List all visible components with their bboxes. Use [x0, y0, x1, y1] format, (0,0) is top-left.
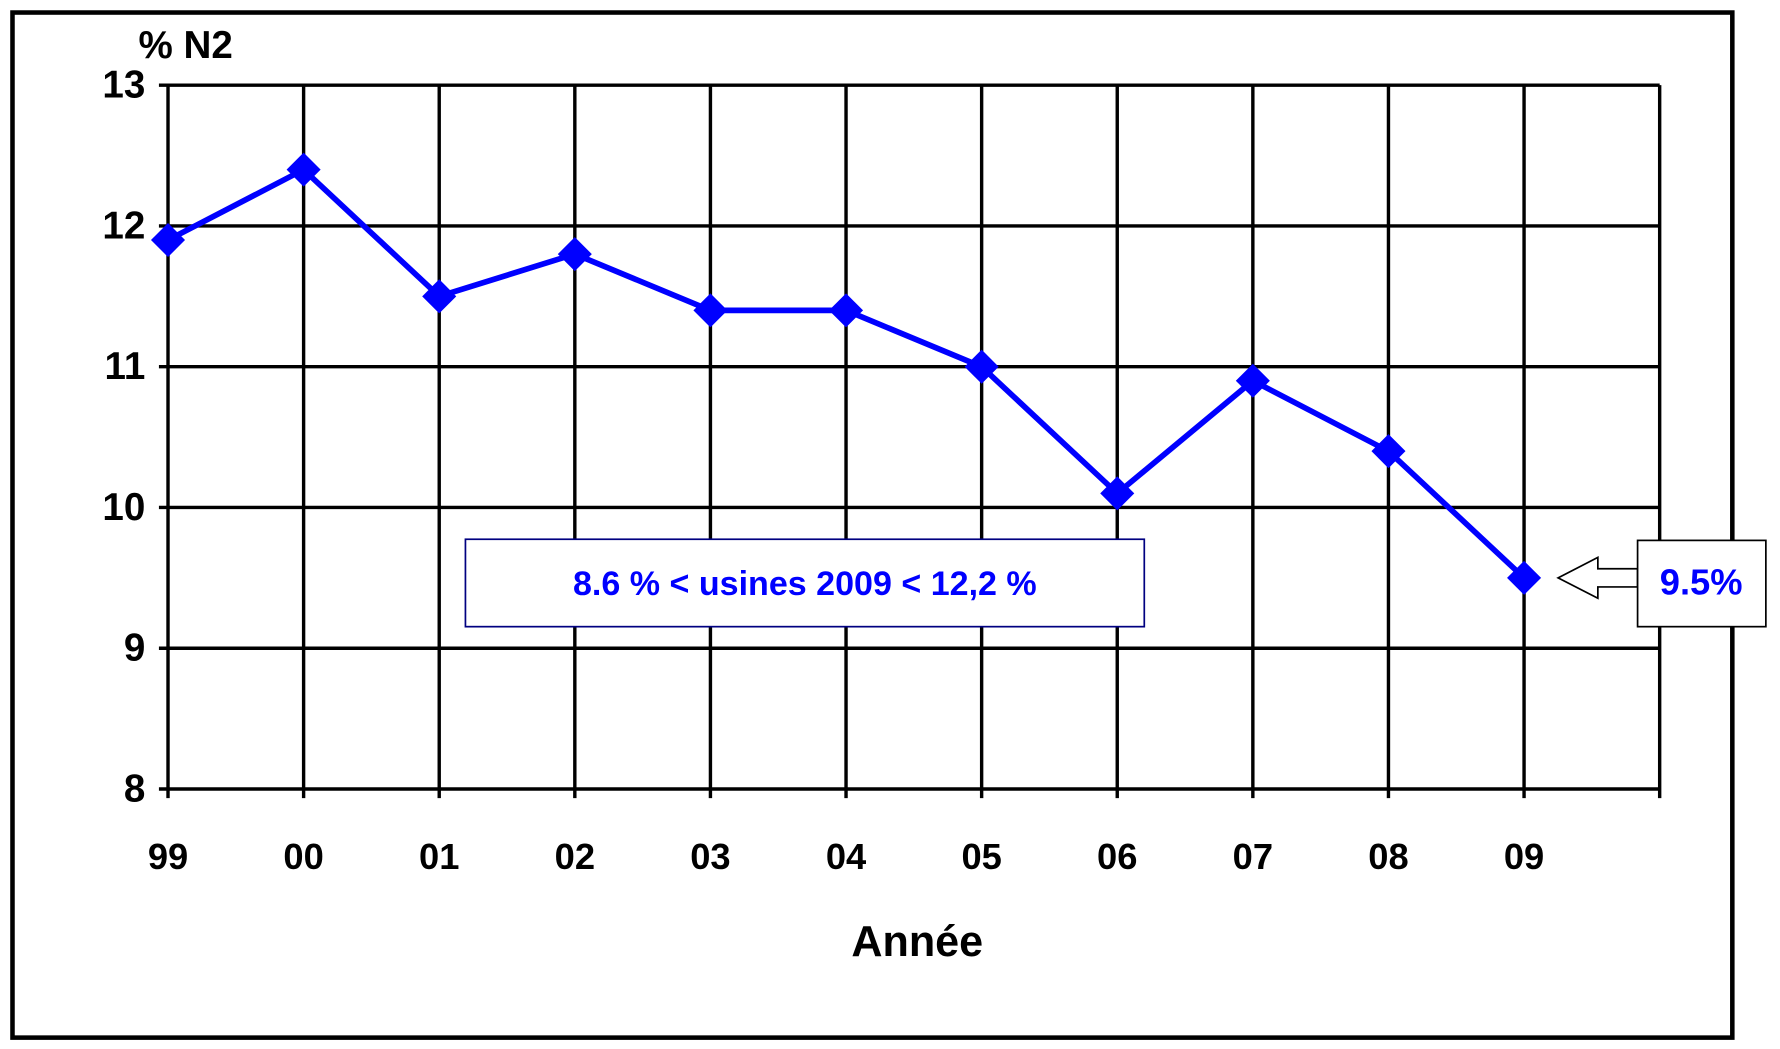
y-tick-label: 10	[102, 486, 145, 529]
marker	[964, 349, 999, 384]
y-tick-label: 11	[105, 345, 146, 388]
marker	[1507, 560, 1542, 595]
x-tick-label: 06	[1097, 836, 1137, 877]
marker	[1235, 363, 1270, 398]
marker	[557, 237, 592, 272]
annotation: 8.6 % < usines 2009 < 12,2 %	[573, 565, 1037, 603]
data-label: 9.5%	[1660, 561, 1743, 602]
marker	[422, 279, 457, 314]
x-axis-label: Année	[851, 918, 983, 966]
y-axis-label: % N2	[138, 24, 232, 67]
marker	[829, 293, 864, 328]
annotation-box	[464, 538, 1146, 628]
x-tick-label: 08	[1368, 836, 1408, 877]
y-tick-label: 13	[102, 64, 145, 107]
x-tick-label: 01	[419, 836, 459, 877]
x-tick-label: 00	[283, 836, 323, 877]
marker	[1100, 476, 1135, 511]
x-tick-label: 07	[1233, 836, 1273, 877]
chart-frame	[10, 10, 1735, 1040]
x-tick-label: 99	[148, 836, 188, 877]
x-tick-label: 09	[1504, 836, 1544, 877]
marker	[150, 222, 186, 258]
y-tick-label: 8	[124, 767, 145, 810]
x-tick-label: 02	[555, 836, 595, 877]
callout-box	[1636, 539, 1767, 628]
marker	[1371, 434, 1406, 469]
marker	[693, 293, 728, 328]
y-tick-label: 9	[124, 627, 145, 670]
y-tick-label: 12	[102, 204, 145, 247]
x-tick-label: 04	[826, 836, 866, 877]
x-tick-label: 05	[961, 836, 1001, 877]
x-tick-label: 03	[690, 836, 730, 877]
